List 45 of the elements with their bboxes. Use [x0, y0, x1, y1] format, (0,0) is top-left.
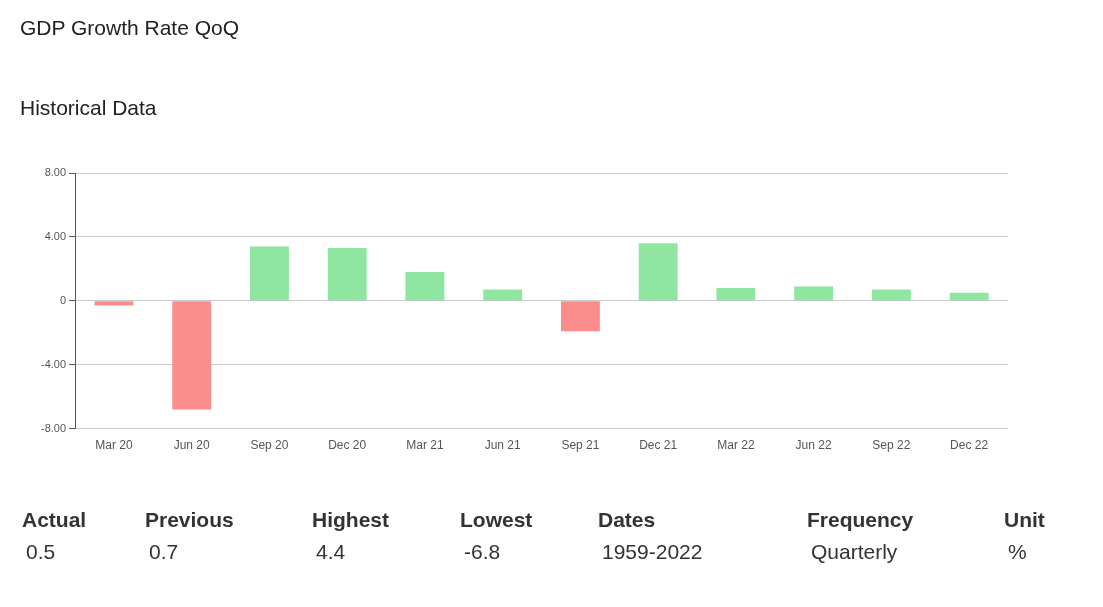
bar [483, 289, 523, 301]
text: 4.4 [316, 540, 347, 564]
x-tick-label: Jun 21 [484, 438, 521, 453]
text: Frequency [807, 508, 914, 532]
y-tick-label: 4.00 [44, 229, 67, 242]
bar [250, 246, 289, 301]
x-tick-label: Jun 20 [173, 438, 211, 453]
text: Highest [312, 508, 390, 532]
x-tick-label: Sep 21 [561, 438, 600, 453]
text: Quarterly [811, 540, 899, 564]
x-tick-label: Mar 22 [717, 438, 755, 453]
text: 0.7 [149, 540, 180, 564]
text: Lowest [460, 508, 533, 532]
bar [871, 289, 911, 301]
y-tick-label: -8.00 [40, 421, 67, 434]
x-tick-label: Mar 21 [406, 438, 444, 453]
bar [405, 272, 445, 301]
bar [560, 301, 600, 332]
bar [94, 301, 134, 306]
text: Dates [598, 508, 657, 532]
bar [794, 286, 834, 301]
bar [716, 288, 756, 301]
y-tick-label: -4.00 [40, 357, 67, 370]
bar [638, 243, 678, 301]
x-tick-label: Sep 22 [872, 438, 911, 453]
x-tick-label: Dec 22 [950, 438, 989, 453]
bar [949, 292, 989, 301]
text: Previous [145, 508, 234, 532]
text: 0.5 [26, 540, 57, 564]
y-tick-label: 8.00 [44, 166, 67, 179]
x-tick-label: Dec 20 [328, 438, 367, 453]
chart-title: GDP Growth Rate QoQ [20, 16, 240, 40]
x-tick-label: Dec 21 [639, 438, 678, 453]
text: % [1008, 540, 1028, 564]
x-tick-label: Mar 20 [95, 438, 133, 453]
y-tick-label: 0 [59, 293, 67, 306]
x-tick-label: Jun 22 [795, 438, 832, 453]
chart-subtitle: Historical Data [20, 96, 157, 120]
text: Actual [22, 508, 87, 532]
text: Unit [1004, 508, 1045, 532]
text: 1959-2022 [602, 540, 703, 564]
bar [172, 301, 212, 410]
text: -6.8 [464, 540, 502, 564]
x-tick-label: Sep 20 [250, 438, 289, 453]
bar [327, 248, 367, 301]
